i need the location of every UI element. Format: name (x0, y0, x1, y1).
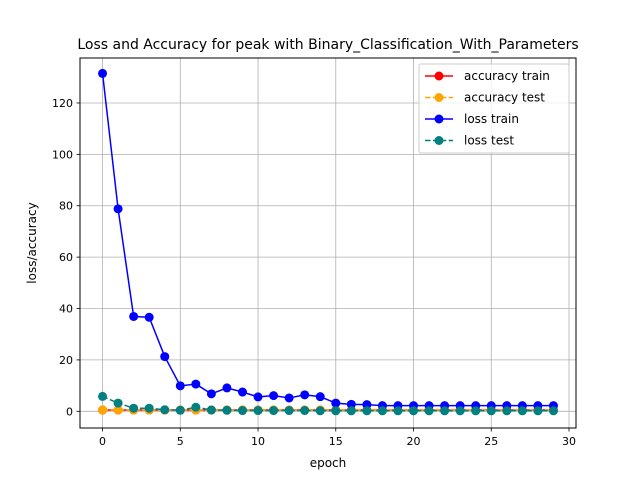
data-point-loss-test (455, 406, 465, 416)
data-point-accuracy-test (98, 405, 108, 415)
data-point-loss-test (284, 406, 294, 416)
legend-item-accuracy-train: accuracy train (425, 69, 550, 83)
data-point-loss-test (315, 406, 325, 416)
legend-box (418, 63, 570, 154)
data-point-loss-test (377, 406, 387, 416)
legend-label-loss-test: loss test (464, 134, 514, 148)
data-point-loss-test (113, 398, 123, 408)
data-point-loss-train (237, 387, 247, 397)
data-point-loss-test (486, 406, 496, 416)
y-tick-label: 120 (52, 97, 73, 110)
legend-marker-accuracy-test (434, 93, 444, 102)
legend-item-loss-test: loss test (425, 134, 514, 148)
axis-ticks: 0 5 10 15 20 25 30 0 20 40 60 80 100 120 (52, 97, 576, 448)
data-point-loss-test (98, 391, 108, 401)
x-tick-label: 30 (562, 435, 576, 448)
data-point-loss-test (440, 406, 450, 416)
x-axis-label: epoch (310, 456, 347, 470)
data-point-loss-test (346, 406, 356, 416)
data-point-loss-test (533, 406, 543, 416)
data-point-loss-train (160, 352, 170, 362)
x-tick-label: 15 (329, 435, 343, 448)
x-tick-label: 20 (407, 435, 421, 448)
data-point-loss-train (113, 204, 123, 214)
data-point-loss-train (98, 68, 108, 78)
legend: accuracy train accuracy test loss train los… (418, 63, 570, 154)
legend-label-accuracy-train: accuracy train (464, 69, 550, 83)
data-point-loss-test (222, 405, 232, 415)
data-point-loss-train (253, 392, 263, 402)
x-tick-label: 25 (484, 435, 498, 448)
data-point-loss-test (191, 402, 201, 412)
data-point-loss-train (284, 393, 294, 403)
x-tick-label: 0 (99, 435, 106, 448)
data-point-loss-test (471, 406, 481, 416)
data-point-loss-train (300, 390, 310, 400)
data-point-loss-test (331, 406, 341, 416)
data-point-loss-train (144, 312, 154, 322)
data-point-loss-train (362, 400, 372, 410)
series-loss-train (98, 68, 558, 411)
data-point-loss-train (269, 391, 279, 401)
data-point-loss-test (409, 406, 419, 416)
legend-label-loss-train: loss train (464, 112, 519, 126)
legend-label-accuracy-test: accuracy test (464, 91, 545, 105)
y-tick-label: 40 (59, 303, 73, 316)
series-layer (98, 68, 558, 416)
y-tick-label: 0 (66, 405, 73, 418)
legend-item-loss-train: loss train (425, 112, 519, 126)
data-point-loss-test (300, 406, 310, 416)
data-point-loss-test (129, 403, 139, 413)
data-point-loss-test (253, 406, 263, 416)
data-point-loss-train (315, 392, 325, 402)
y-axis-label: loss/accuracy (25, 202, 39, 283)
data-point-loss-test (393, 406, 403, 416)
data-point-loss-train (331, 398, 341, 408)
data-point-loss-test (160, 405, 170, 415)
chart-title: Loss and Accuracy for peak with Binary_C… (77, 37, 578, 53)
data-point-loss-train (175, 381, 185, 391)
data-point-loss-test (517, 406, 527, 416)
data-point-loss-test (175, 405, 185, 415)
plot-frame (79, 57, 577, 429)
data-point-loss-train (222, 383, 232, 393)
data-point-loss-train (346, 399, 356, 409)
y-tick-label: 60 (59, 251, 73, 264)
y-tick-label: 100 (52, 148, 73, 161)
legend-marker-loss-train (434, 114, 444, 124)
x-tick-label: 5 (177, 435, 184, 448)
data-point-loss-test (269, 406, 279, 416)
data-point-loss-test (424, 406, 434, 416)
legend-marker-accuracy-train (434, 71, 444, 81)
data-point-loss-test (144, 403, 154, 413)
x-tick-label: 10 (251, 435, 265, 448)
data-point-loss-test (206, 405, 216, 415)
data-point-loss-test (237, 406, 247, 416)
data-point-accuracy-test (113, 405, 123, 415)
legend-marker-loss-test (434, 136, 444, 145)
y-tick-label: 80 (59, 200, 73, 213)
data-point-loss-train (129, 311, 139, 321)
legend-item-accuracy-test: accuracy test (425, 91, 545, 105)
series-loss-test (98, 391, 558, 416)
data-point-loss-train (191, 379, 201, 389)
data-point-loss-test (362, 406, 372, 416)
data-point-loss-train (206, 389, 216, 399)
data-point-loss-test (502, 406, 512, 416)
y-tick-label: 20 (59, 354, 73, 367)
data-point-loss-test (548, 406, 558, 416)
